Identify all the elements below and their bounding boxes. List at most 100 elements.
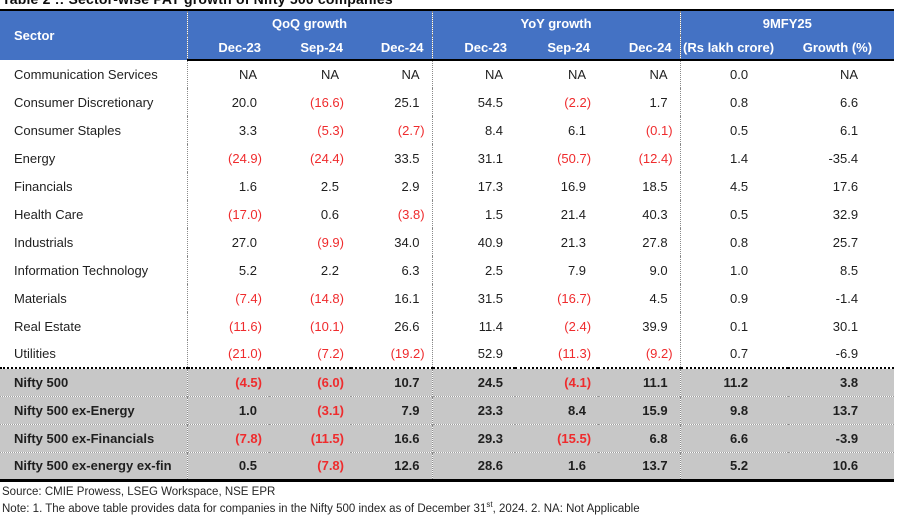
value-cell: 4.5 <box>729 178 749 194</box>
value-cell: 2.2 <box>320 262 339 278</box>
value-cell: 1.7 <box>598 88 681 116</box>
sector-cell: Consumer Discretionary <box>0 88 188 116</box>
col-group-qoq-growth: QoQ growth <box>187 9 433 35</box>
col-header-qoq-sep24: Sep-24 <box>269 35 351 61</box>
col-header-growth-pct: Growth (%) <box>788 35 895 61</box>
value-cell: (11.5) <box>269 423 351 452</box>
value-cell: 27.0 <box>231 234 257 250</box>
value-cell: 5.2 <box>238 262 257 278</box>
value-cell: 6.3 <box>351 256 433 284</box>
value-cell: 30.1 <box>832 318 859 334</box>
sector-cell: Communication Services <box>0 60 188 88</box>
value-cell: 0.0 <box>729 67 749 82</box>
col-header-rs-lakh-crore: (Rs lakh crore) <box>680 35 789 61</box>
value-cell: (3.8) <box>351 200 433 228</box>
value-cell: (15.5) <box>515 423 599 452</box>
sector-cell: Consumer Staples <box>0 116 188 144</box>
value-cell: -1.4 <box>835 290 859 306</box>
value-cell: (7.8) <box>187 423 269 452</box>
value-cell: NA <box>320 67 339 82</box>
value-cell: 2.5 <box>484 262 504 278</box>
sector-cell: Real Estate <box>0 312 188 340</box>
value-cell: 28.6 <box>432 451 516 482</box>
value-cell: 8.4 <box>484 122 504 138</box>
col-group-yoy-growth: YoY growth <box>432 9 681 35</box>
sector-cell: Industrials <box>0 228 188 256</box>
value-cell: NA <box>484 67 504 82</box>
value-cell: 0.5 <box>729 206 749 222</box>
col-header-yoy-dec24: Dec-24 <box>598 35 681 61</box>
value-cell: 25.7 <box>832 234 859 250</box>
ordinal-superscript: st <box>486 500 493 510</box>
value-cell: 25.1 <box>351 88 433 116</box>
value-cell: 10.7 <box>351 367 433 396</box>
sector-cell: Materials <box>0 284 188 312</box>
table-row: Communication Services NA NA NA NA NA NA 0.0 NA <box>0 60 894 88</box>
value-cell: 0.7 <box>729 346 749 361</box>
value-cell: 29.3 <box>432 423 516 452</box>
table-row: Nifty 500 ex-energy ex-fin 0.5 (7.8) 12.6 28… <box>0 451 895 482</box>
value-cell: (0.1) <box>598 116 681 144</box>
sector-cell: Utilities <box>0 340 188 368</box>
value-cell: 9.8 <box>680 395 789 424</box>
value-cell: 6.6 <box>840 94 859 110</box>
value-cell: (4.5) <box>187 367 269 396</box>
value-cell: 0.6 <box>320 206 339 222</box>
value-cell: (3.1) <box>269 395 351 424</box>
value-cell: 6.1 <box>840 122 859 138</box>
value-cell: (14.8) <box>310 290 344 306</box>
table-header: Sector QoQ growth YoY growth 9MFY25 Dec-… <box>0 9 895 61</box>
table-row: Industrials 27.0 (9.9) 34.0 40.9 21.3 27.8 0.8 2… <box>0 228 894 256</box>
col-group-9mfy25: 9MFY25 <box>680 9 895 35</box>
value-cell: 16.1 <box>351 284 433 312</box>
value-cell: (16.6) <box>310 94 344 110</box>
table-row: Energy (24.9) (24.4) 33.5 31.1 (50.7) (12.4) 1.… <box>0 144 894 172</box>
value-cell: (12.4) <box>598 144 681 172</box>
value-cell: (2.7) <box>351 116 433 144</box>
value-cell: 3.3 <box>238 122 257 138</box>
value-cell: 5.2 <box>680 451 789 482</box>
value-cell: 40.3 <box>598 200 681 228</box>
sector-cell: Nifty 500 ex-energy ex-fin <box>0 451 188 482</box>
value-cell: 31.5 <box>477 290 504 306</box>
table-summary: Nifty 500 (4.5) (6.0) 10.7 24.5 (4.1) 11.1 11.2… <box>0 367 895 482</box>
value-cell: 26.6 <box>351 312 433 340</box>
value-cell: (21.0) <box>228 346 262 361</box>
value-cell: 0.5 <box>187 451 269 482</box>
value-cell: 0.9 <box>729 290 749 306</box>
value-cell: 11.4 <box>478 318 504 334</box>
value-cell: -3.9 <box>788 423 895 452</box>
source-note: Source: CMIE Prowess, LSEG Workspace, NS… <box>2 485 276 498</box>
value-cell: 13.7 <box>788 395 895 424</box>
value-cell: 21.3 <box>560 234 587 250</box>
value-cell: 6.8 <box>598 423 681 452</box>
value-cell: 2.9 <box>351 172 433 200</box>
value-cell: 52.9 <box>477 346 504 361</box>
table-row: Consumer Discretionary 20.0 (16.6) 25.1 54.5… <box>0 88 894 116</box>
sector-cell: Nifty 500 ex-Energy <box>0 395 188 424</box>
value-cell: 0.8 <box>729 94 749 110</box>
value-cell: 2.5 <box>320 178 339 194</box>
table-body: Communication Services NA NA NA NA NA NA 0.0 NA C… <box>0 60 894 368</box>
value-cell: NA <box>351 60 433 88</box>
value-cell: 3.8 <box>788 367 895 396</box>
value-cell: 16.9 <box>560 178 587 194</box>
col-header-yoy-sep24: Sep-24 <box>515 35 599 61</box>
sector-cell: Energy <box>0 144 188 172</box>
value-cell: (17.0) <box>228 206 262 222</box>
value-cell: (7.4) <box>235 290 262 306</box>
value-cell: 27.8 <box>598 228 681 256</box>
table-title-text: Table 2 :: Sector-wise PAT growth of Nif… <box>2 0 393 7</box>
value-cell: 39.9 <box>598 312 681 340</box>
value-cell: 31.1 <box>477 150 504 166</box>
value-cell: 18.5 <box>598 172 681 200</box>
sector-cell: Health Care <box>0 200 188 228</box>
value-cell: (11.3) <box>558 346 592 361</box>
value-cell: 1.0 <box>729 262 749 278</box>
value-cell: (16.7) <box>557 290 592 306</box>
footnote: Note: 1. The above table provides data f… <box>2 500 640 515</box>
col-header-qoq-dec24: Dec-24 <box>351 35 433 61</box>
col-header-qoq-dec23: Dec-23 <box>187 35 269 61</box>
sector-cell: Information Technology <box>0 256 188 284</box>
